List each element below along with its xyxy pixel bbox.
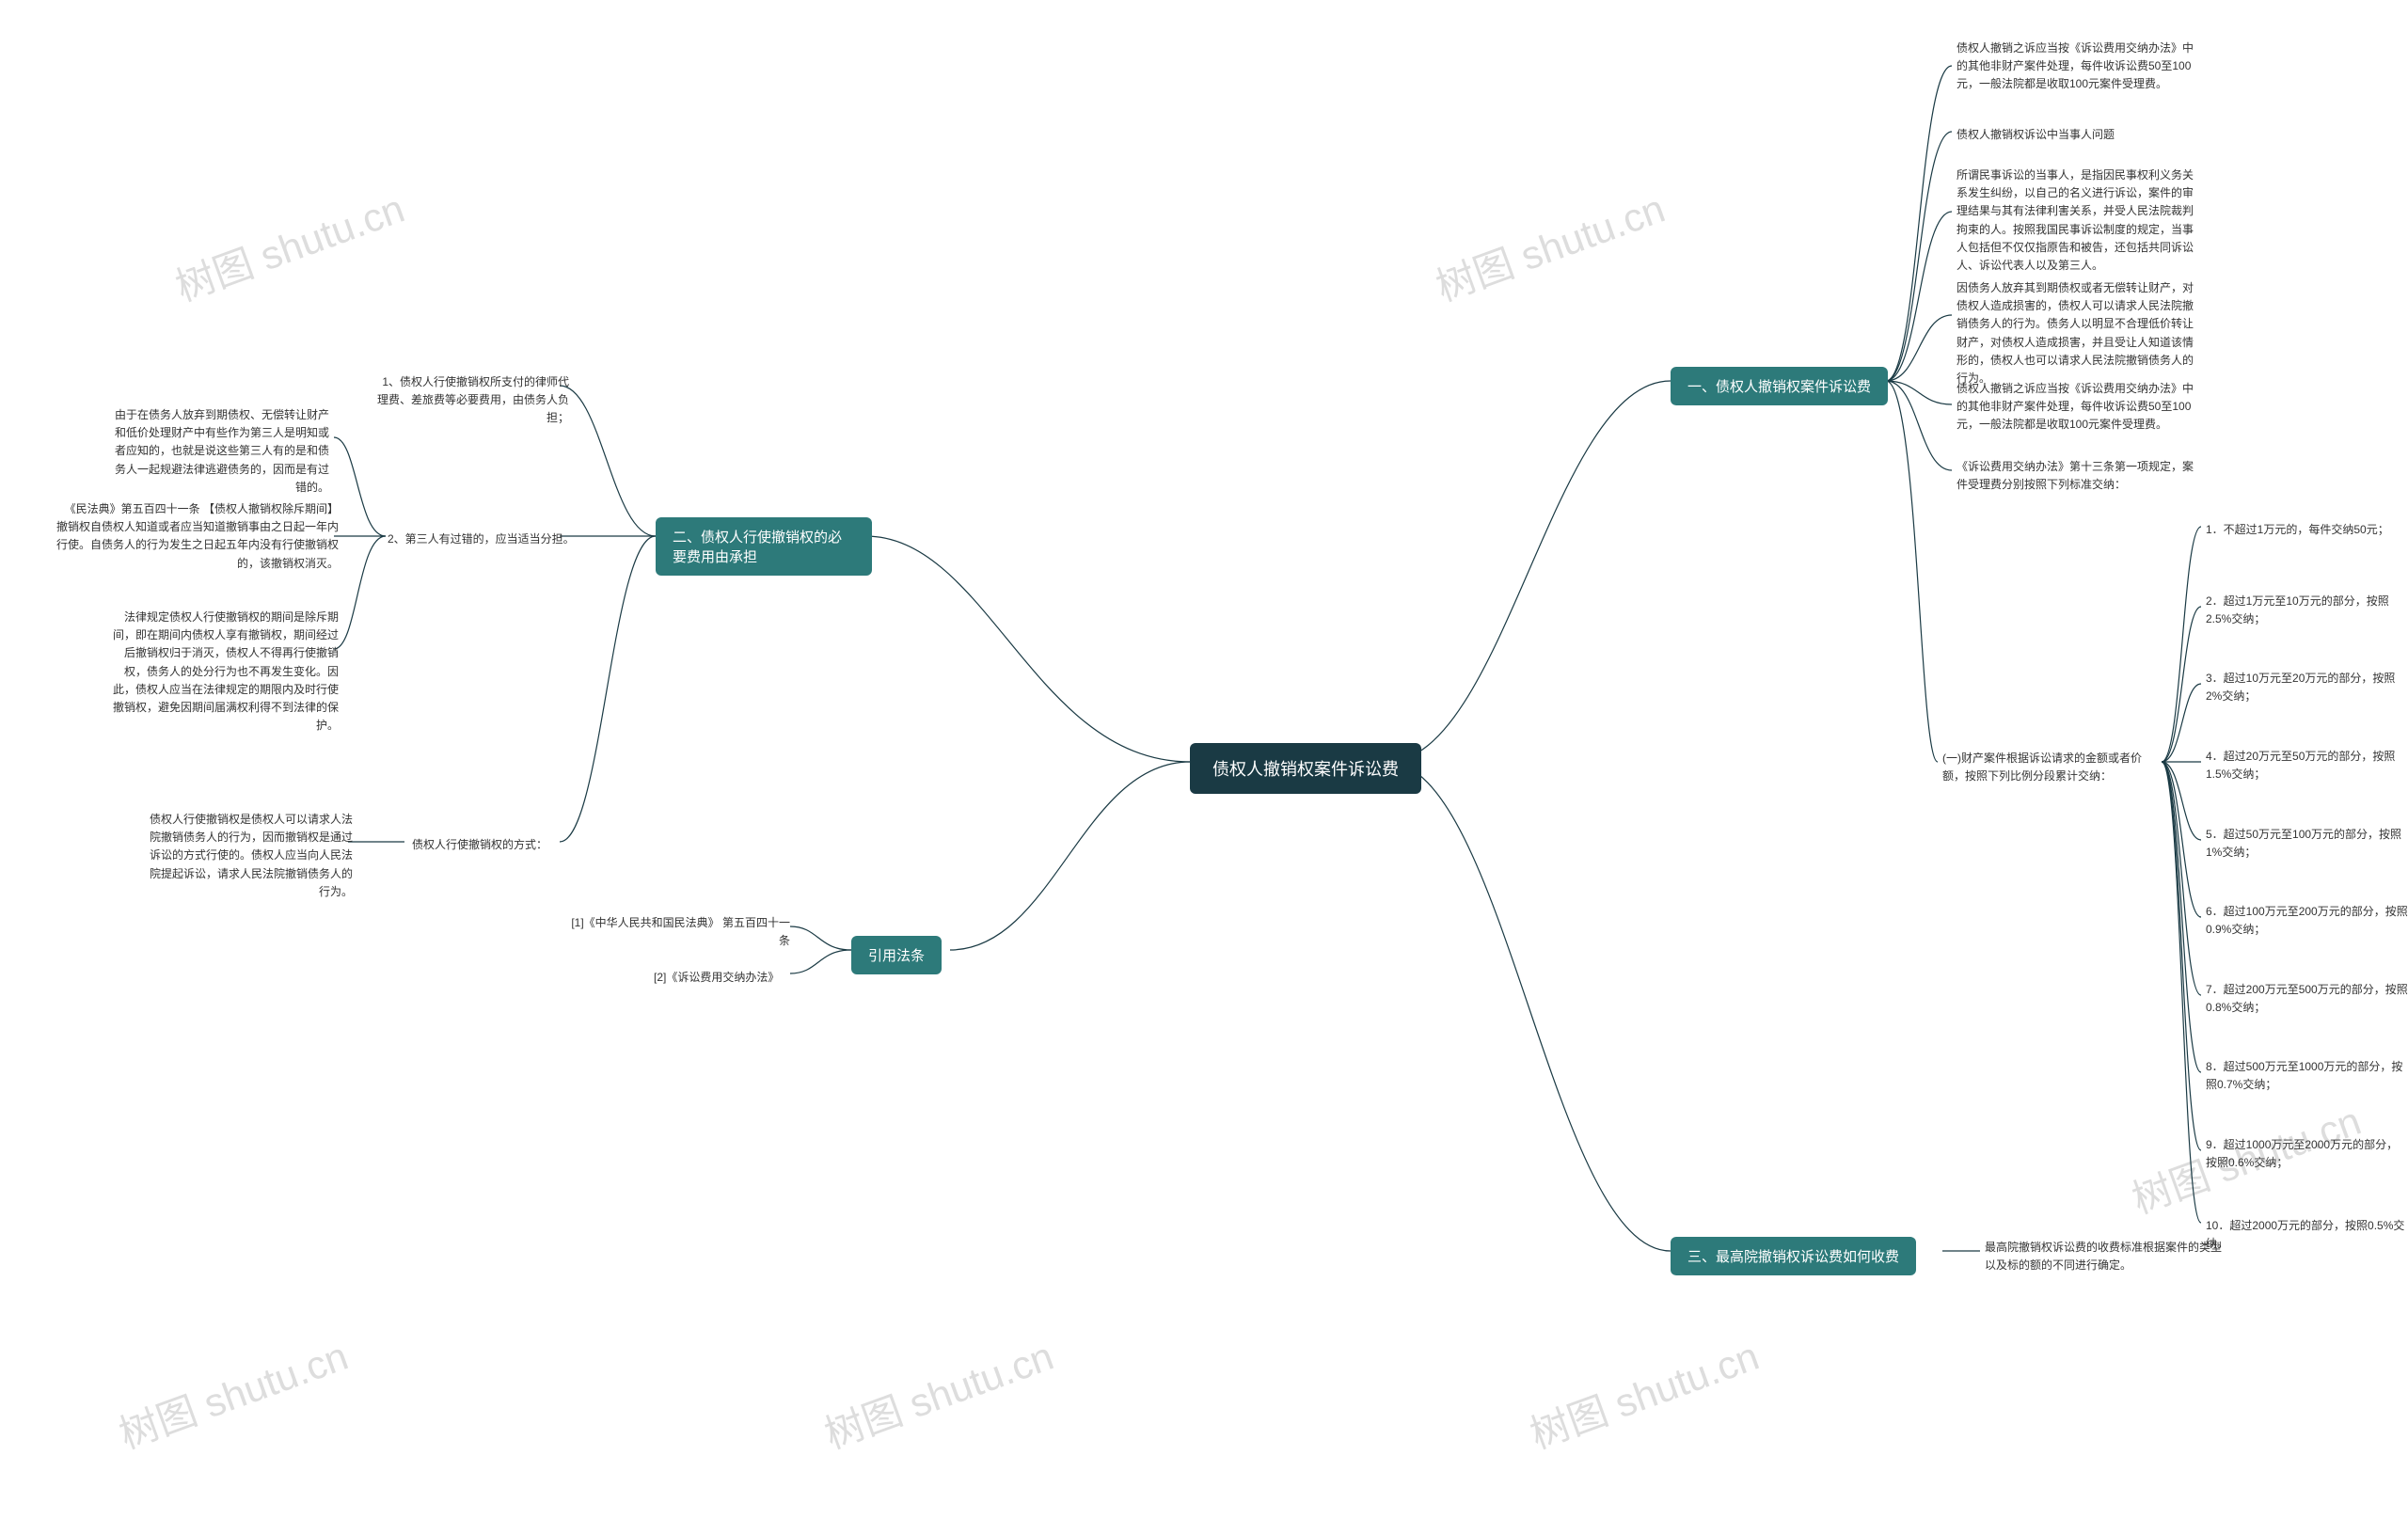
branch-4: 三、最高院撤销权诉讼费如何收费 (1671, 1237, 1916, 1275)
b1-leaf-3: 因债务人放弃其到期债权或者无偿转让财产，对债权人造成损害的，债权人可以请求人民法… (1956, 277, 2201, 389)
b1-leaf-0: 债权人撤销之诉应当按《诉讼费用交纳办法》中的其他非财产案件处理，每件收诉讼费50… (1956, 38, 2201, 96)
fee-item-6: 7．超过200万元至500万元的部分，按照0.8%交纳； (2206, 979, 2408, 1019)
root-node: 债权人撤销权案件诉讼费 (1190, 743, 1421, 794)
b3-leaf-1: [2]《诉讼费用交纳办法》 (654, 967, 779, 989)
watermark: 树图 shutu.cn (166, 177, 411, 312)
fee-item-8: 9．超过1000万元至2000万元的部分，按照0.6%交纳； (2206, 1134, 2408, 1174)
b2-leaf-0: 1、债权人行使撤销权所支付的律师代理费、差旅费等必要费用，由债务人负担； (372, 372, 569, 430)
fee-item-3: 4．超过20万元至50万元的部分，按照1.5%交纳； (2206, 746, 2408, 785)
fee-item-7: 8．超过500万元至1000万元的部分，按照0.7%交纳； (2206, 1056, 2408, 1096)
watermark: 树图 shutu.cn (110, 1324, 355, 1460)
b1-leaf-5: 《诉讼费用交纳办法》第十三条第一项规定，案件受理费分别按照下列标准交纳： (1956, 456, 2201, 496)
fee-item-0: 1．不超过1万元的，每件交纳50元； (2206, 519, 2389, 541)
branch-2: 二、债权人行使撤销权的必要费用由承担 (656, 517, 872, 576)
b1-leaf-4: 债权人撤销之诉应当按《诉讼费用交纳办法》中的其他非财产案件处理，每件收诉讼费50… (1956, 378, 2201, 436)
fee-item-5: 6．超过100万元至200万元的部分，按照0.9%交纳； (2206, 901, 2408, 941)
fee-header: (一)财产案件根据诉讼请求的金额或者价额，按照下列比例分段累计交纳： (1942, 748, 2159, 787)
fee-item-1: 2．超过1万元至10万元的部分，按照2.5%交纳； (2206, 591, 2408, 630)
b4-leaf: 最高院撤销权诉讼费的收费标准根据案件的类型以及标的额的不同进行确定。 (1985, 1237, 2229, 1276)
branch-1: 一、债权人撤销权案件诉讼费 (1671, 367, 1888, 405)
branch-3: 引用法条 (851, 936, 942, 974)
watermark: 树图 shutu.cn (1427, 177, 1671, 312)
fee-item-4: 5．超过50万元至100万元的部分，按照1%交纳； (2206, 824, 2408, 863)
fee-item-9: 10．超过2000万元的部分，按照0.5%交纳。 (2206, 1215, 2408, 1255)
b2-sub3: 法律规定债权人行使撤销权的期间是除斥期间，即在期间内债权人享有撤销权，期间经过后… (103, 607, 339, 736)
watermark: 树图 shutu.cn (1521, 1324, 1766, 1460)
b2-sub1: 由于在债务人放弃到期债权、无偿转让财产和低价处理财产中有些作为第三人是明知或者应… (113, 404, 329, 498)
fee-item-2: 3．超过10万元至20万元的部分，按照2%交纳； (2206, 668, 2408, 707)
b2-leaf-1: 2、第三人有过错的，应当适当分担。 (388, 529, 575, 550)
watermark: 树图 shutu.cn (816, 1324, 1060, 1460)
b1-leaf-2: 所谓民事诉讼的当事人，是指因民事权利义务关系发生纠纷，以自己的名义进行诉讼，案件… (1956, 165, 2201, 277)
b2-sub2: 《民法典》第五百四十一条 【债权人撤销权除斥期间】撤销权自债权人知道或者应当知道… (56, 498, 339, 575)
b2-sub4: 债权人行使撤销权是债权人可以请求人法院撤销债务人的行为，因而撤销权是通过诉讼的方… (146, 809, 353, 903)
b1-leaf-1: 债权人撤销权诉讼中当事人问题 (1956, 124, 2115, 146)
b2-leaf-2: 债权人行使撤销权的方式： (412, 834, 547, 856)
b3-leaf-0: [1]《中华人民共和国民法典》 第五百四十一条 (564, 912, 790, 952)
